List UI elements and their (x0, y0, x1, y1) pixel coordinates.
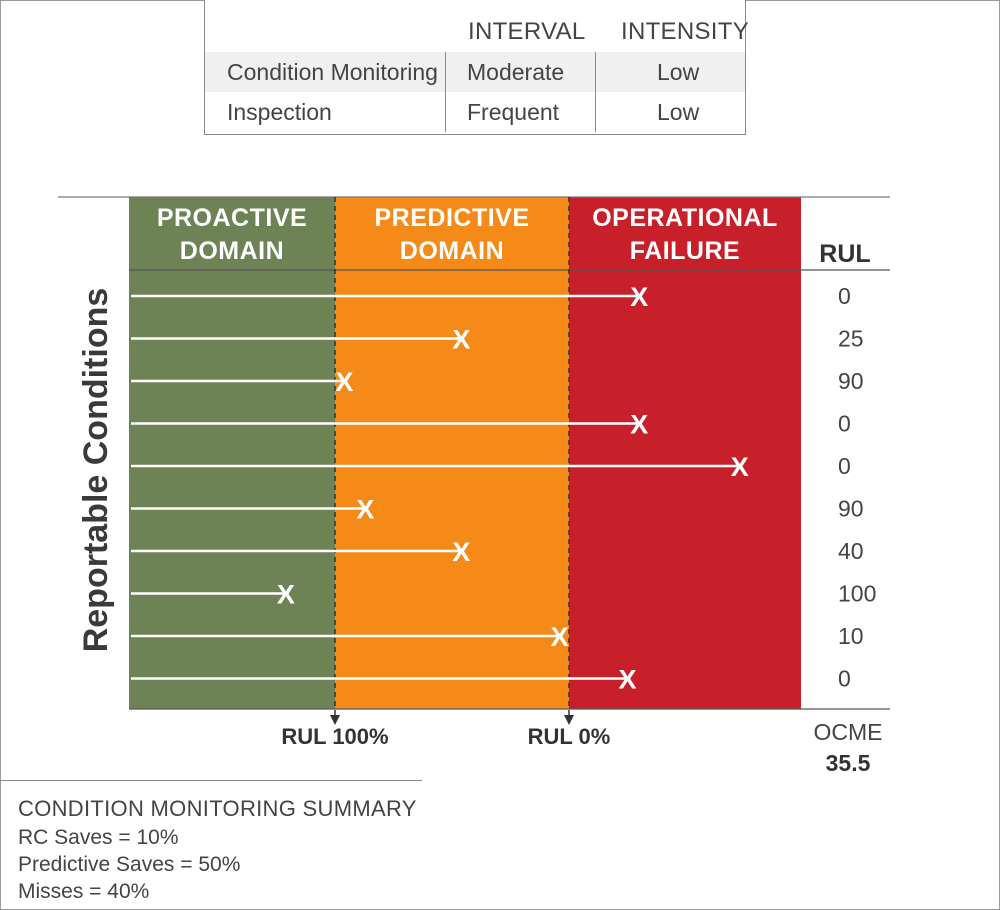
condition-marker: X (630, 282, 648, 312)
domain-label: PROACTIVE (157, 204, 307, 232)
domain-band (335, 197, 569, 709)
summary-title: CONDITION MONITORING SUMMARY (18, 796, 417, 821)
interval-header: INTERVAL (468, 18, 586, 45)
condition-marker: X (630, 410, 648, 440)
condition-marker: X (277, 580, 295, 610)
summary-line: Predictive Saves = 50% (18, 853, 241, 876)
table-row: Inspection Frequent Low (205, 92, 745, 132)
rul-header: RUL (819, 240, 870, 268)
boundary-label: RUL 0% (528, 724, 611, 749)
row-intensity: Low (657, 99, 700, 125)
domain-label: DOMAIN (400, 237, 504, 265)
intensity-header: INTENSITY (621, 18, 750, 45)
rul-value: 0 (838, 666, 851, 692)
domain-label: OPERATIONAL (592, 204, 778, 232)
y-axis-label: Reportable Conditions (77, 288, 115, 653)
rul-value: 40 (838, 538, 864, 564)
row-label: Condition Monitoring (227, 59, 438, 85)
rul-value: 0 (838, 453, 851, 479)
rul-value: 0 (838, 411, 851, 437)
condition-marker: X (356, 495, 374, 525)
boundary-label: RUL 100% (281, 724, 388, 749)
summary-block: CONDITION MONITORING SUMMARY RC Saves = … (18, 794, 417, 905)
domain-label: DOMAIN (180, 237, 284, 265)
condition-marker: X (618, 665, 636, 695)
summary-line: RC Saves = 10% (18, 826, 179, 849)
condition-marker: X (551, 622, 569, 652)
table-divider (445, 52, 446, 132)
condition-marker: X (452, 537, 470, 567)
condition-marker: X (731, 452, 749, 482)
rul-value: 100 (838, 581, 876, 607)
ocme-label: OCME (814, 719, 883, 745)
domain-band (129, 197, 335, 709)
rul-value: 0 (838, 283, 851, 309)
row-intensity: Low (657, 59, 700, 85)
ocme-value: 35.5 (826, 750, 871, 776)
rul-value: 25 (838, 326, 864, 352)
rul-value: 90 (838, 368, 864, 394)
row-label: Inspection (227, 99, 332, 125)
rul-value: 10 (838, 623, 864, 649)
domain-label: PREDICTIVE (374, 204, 529, 232)
boundary-arrow (330, 715, 340, 725)
condition-marker: X (335, 367, 353, 397)
summary-line: Misses = 40% (18, 880, 150, 903)
strategy-table: INTERVAL INTENSITY Condition Monitoring … (204, 0, 750, 135)
row-interval: Frequent (467, 99, 560, 125)
domain-label: FAILURE (630, 237, 740, 265)
rul-value: 90 (838, 496, 864, 522)
summary-divider (0, 780, 422, 781)
domain-band (569, 197, 801, 709)
table-row: Condition Monitoring Moderate Low (205, 52, 745, 92)
boundary-arrow (564, 715, 574, 725)
row-interval: Moderate (467, 59, 565, 85)
condition-marker: X (452, 325, 470, 355)
table-divider (595, 52, 596, 132)
